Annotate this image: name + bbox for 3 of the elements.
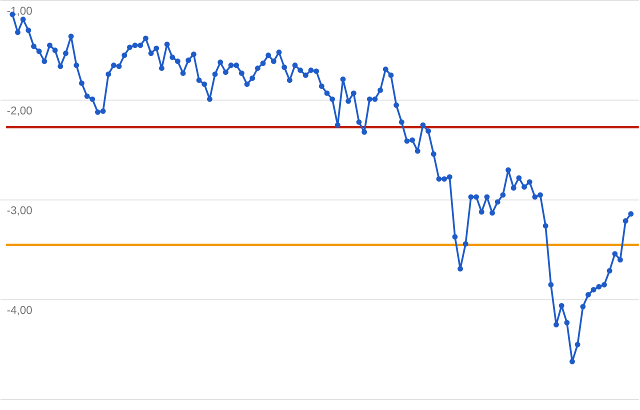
y-tick-label: -2,00 xyxy=(7,106,32,116)
y-tick-label: -3,00 xyxy=(7,206,32,216)
y-tick-label: -4,00 xyxy=(7,306,32,316)
